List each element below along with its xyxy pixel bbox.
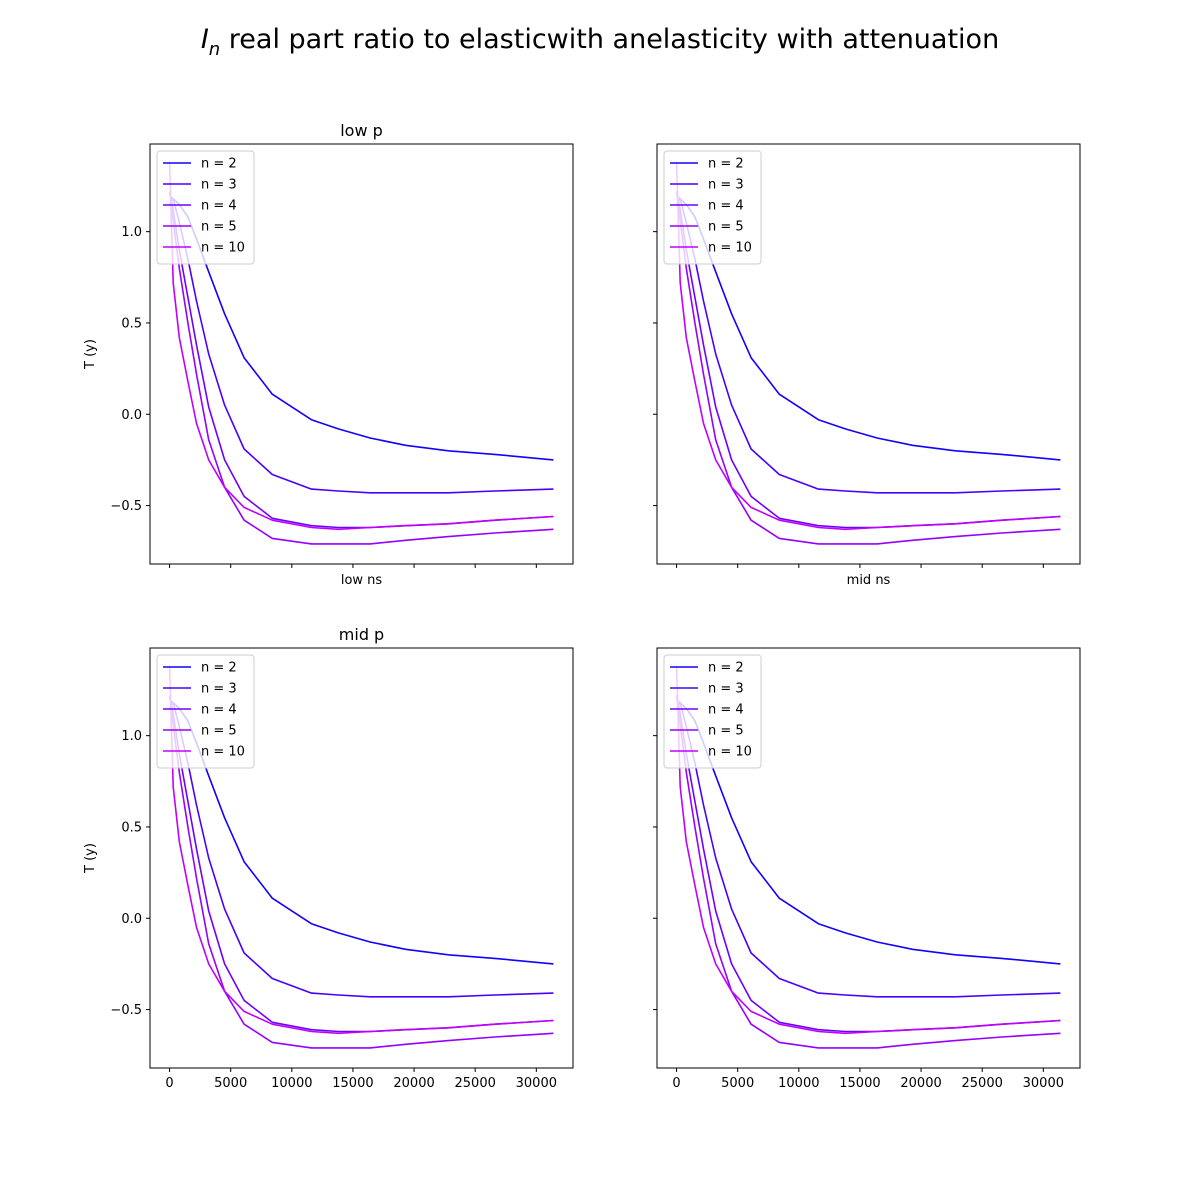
- legend-label: n = 2: [201, 157, 237, 172]
- y-tick-label: 0.5: [121, 820, 142, 835]
- legend-label: n = 4: [201, 199, 237, 214]
- y-axis-label: T (y): [83, 843, 98, 874]
- legend-label: n = 3: [201, 682, 237, 697]
- x-tick-label: 10000: [778, 1076, 819, 1091]
- legend-label: n = 3: [708, 682, 744, 697]
- legend-label: n = 3: [708, 178, 744, 193]
- x-axis-label: low ns: [341, 573, 383, 588]
- axes-frame: [656, 143, 1081, 565]
- legend-label: n = 4: [201, 703, 237, 718]
- subplot-title: mid p: [339, 625, 384, 644]
- axes-frame: [656, 647, 1081, 1069]
- legend-label: n = 5: [201, 220, 237, 235]
- legend-label: n = 10: [201, 745, 245, 760]
- x-tick-label: 15000: [332, 1076, 373, 1091]
- legend-label: n = 2: [708, 661, 744, 676]
- legend-label: n = 2: [708, 157, 744, 172]
- subplot-3: 0 5000 10000 15000 20000 25000 30000 −0.5 0.0 0.5…: [83, 625, 574, 1091]
- x-tick-label: 30000: [1023, 1076, 1064, 1091]
- legend-label: n = 2: [201, 661, 237, 676]
- legend: n = 2 n = 3 n = 4 n = 5 n = 10: [663, 654, 762, 769]
- figure-title-symbol: I: [201, 24, 209, 55]
- legend-label: n = 3: [201, 178, 237, 193]
- legend: n = 2 n = 3 n = 4 n = 5 n = 10: [663, 150, 762, 265]
- series-line-n10: [675, 666, 1061, 1035]
- figure-title: In real part ratio to elasticwith anelas…: [201, 24, 999, 60]
- series-line-n5: [168, 695, 554, 1049]
- x-tick-label: 30000: [516, 1076, 557, 1091]
- x-tick-label: 10000: [271, 1076, 312, 1091]
- figure-title-subscript: n: [209, 39, 220, 60]
- y-tick-label: 1.0: [121, 729, 142, 744]
- x-tick-label: 0: [672, 1076, 680, 1091]
- legend-label: n = 10: [708, 745, 752, 760]
- subplot-title: low p: [340, 121, 383, 140]
- x-tick-label: 5000: [214, 1076, 247, 1091]
- legend: n = 2 n = 3 n = 4 n = 5 n = 10: [156, 150, 255, 265]
- legend-box: [663, 654, 762, 769]
- legend-label: n = 10: [708, 241, 752, 256]
- x-tick-label: 25000: [962, 1076, 1003, 1091]
- x-tick-label: 20000: [393, 1076, 434, 1091]
- series-line-n10: [168, 162, 554, 531]
- series-line-n10: [168, 666, 554, 1035]
- x-tick-label: 15000: [839, 1076, 880, 1091]
- x-tick-label: 20000: [900, 1076, 941, 1091]
- legend-box: [663, 150, 762, 265]
- legend-label: n = 5: [201, 724, 237, 739]
- axes-frame: [149, 143, 574, 565]
- figure-title-rest: real part ratio to elasticwith anelastic…: [220, 24, 999, 55]
- series-line-n5: [675, 695, 1061, 1049]
- legend-label: n = 5: [708, 220, 744, 235]
- y-tick-label: −0.5: [110, 499, 142, 514]
- legend-label: n = 4: [708, 199, 744, 214]
- legend-label: n = 5: [708, 724, 744, 739]
- y-tick-label: 0.0: [121, 912, 142, 927]
- axes-frame: [149, 647, 574, 1069]
- y-tick-label: −0.5: [110, 1003, 142, 1018]
- subplot-2: mid ns n = 2 n = 3 n = 4 n = 5 n = 10: [653, 143, 1081, 588]
- legend: n = 2 n = 3 n = 4 n = 5 n = 10: [156, 654, 255, 769]
- y-tick-label: 1.0: [121, 225, 142, 240]
- x-axis-label: mid ns: [847, 573, 891, 588]
- x-tick-label: 5000: [721, 1076, 754, 1091]
- legend-box: [156, 654, 255, 769]
- legend-label: n = 10: [201, 241, 245, 256]
- y-tick-label: 0.5: [121, 316, 142, 331]
- y-axis-label: T (y): [83, 339, 98, 370]
- y-tick-label: 0.0: [121, 408, 142, 423]
- series-line-n5: [675, 191, 1061, 545]
- legend-label: n = 4: [708, 703, 744, 718]
- x-tick-label: 0: [165, 1076, 173, 1091]
- series-line-n5: [168, 191, 554, 545]
- x-tick-label: 25000: [455, 1076, 496, 1091]
- series-line-n10: [675, 162, 1061, 531]
- legend-box: [156, 150, 255, 265]
- subplot-4: 0 5000 10000 15000 20000 25000 30000 n = 2 n = 3…: [653, 647, 1081, 1091]
